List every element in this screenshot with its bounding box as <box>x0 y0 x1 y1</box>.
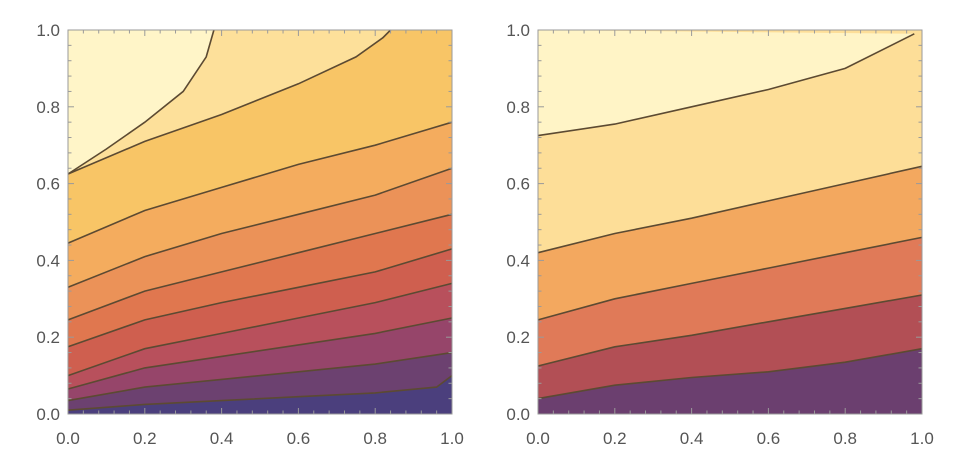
x-tick-label: 0.0 <box>56 429 80 448</box>
contour-line-4 <box>537 165 923 254</box>
x-tick-label: 0.4 <box>210 429 234 448</box>
contour-line-3 <box>67 317 453 390</box>
contour-line-5 <box>537 33 915 137</box>
contour-line-10 <box>67 29 215 175</box>
y-tick-label: 0.0 <box>36 405 60 424</box>
x-tick-label: 0.4 <box>680 429 704 448</box>
x-tick-label: 0.2 <box>133 429 157 448</box>
left-contour-plot: 0.0 0.2 0.4 0.6 0.8 1.0 0.0 0.2 0.4 0.6 0.8 1.0 <box>36 21 463 448</box>
contour-line-5 <box>67 248 453 348</box>
x-tick-label: 0.6 <box>757 429 781 448</box>
contour-line-8 <box>67 121 453 244</box>
contour-line-2 <box>67 351 453 402</box>
y-tick-label: 0.2 <box>506 328 530 347</box>
y-tick-label: 0.8 <box>506 98 530 117</box>
contour-line-2 <box>537 294 923 367</box>
contour-line-7 <box>67 167 453 289</box>
y-tick-label: 0.6 <box>506 175 530 194</box>
plot-frame <box>537 29 923 415</box>
y-tick-label: 0.6 <box>36 175 60 194</box>
x-tick-label: 0.8 <box>363 429 387 448</box>
contour-band-5 <box>538 30 915 136</box>
x-tick-label: 1.0 <box>910 429 934 448</box>
y-tick-label: 0.8 <box>36 98 60 117</box>
contour-band-10 <box>68 30 214 174</box>
right-contour-plot: 0.0 0.2 0.4 0.6 0.8 1.0 0.0 0.2 0.4 0.6 0.8 1.0 <box>506 21 933 448</box>
y-tick-label: 1.0 <box>36 21 60 40</box>
contour-line-3 <box>537 236 923 321</box>
x-tick-label: 0.0 <box>526 429 550 448</box>
contour-line-1 <box>537 347 923 400</box>
x-tick-label: 0.2 <box>603 429 627 448</box>
y-tick-label: 0.4 <box>36 251 60 270</box>
contour-line-9 <box>67 29 392 175</box>
x-tick-label: 1.0 <box>440 429 464 448</box>
plot-frame <box>67 29 453 415</box>
y-tick-label: 0.4 <box>506 251 530 270</box>
contour-line-1 <box>67 374 453 411</box>
x-tick-label: 0.6 <box>287 429 311 448</box>
contour-line-4 <box>67 282 453 377</box>
y-tick-label: 1.0 <box>506 21 530 40</box>
y-tick-label: 0.2 <box>36 328 60 347</box>
contour-line-6 <box>67 213 453 321</box>
x-tick-label: 0.8 <box>833 429 857 448</box>
y-tick-label: 0.0 <box>506 405 530 424</box>
